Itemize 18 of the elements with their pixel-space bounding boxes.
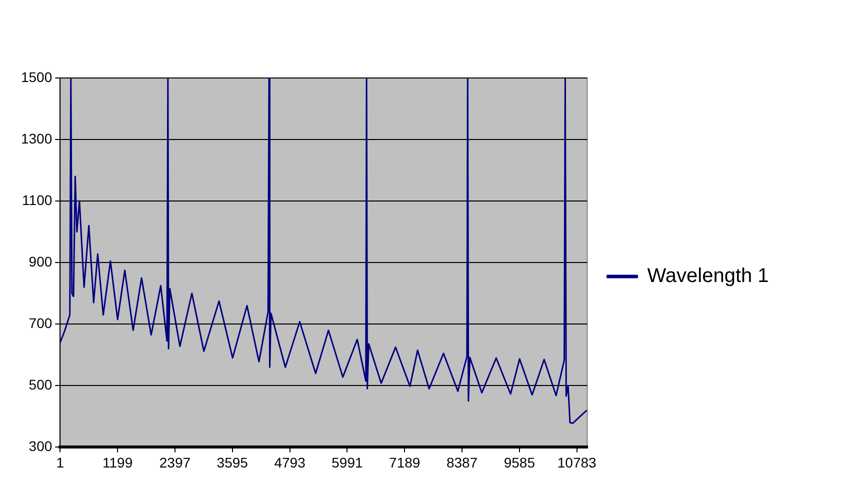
y-tick-label: 300 bbox=[28, 438, 52, 454]
x-tick-label: 10783 bbox=[557, 454, 597, 470]
legend-label: Wavelength 1 bbox=[647, 265, 769, 288]
y-tick-label: 1300 bbox=[20, 130, 52, 146]
y-tick-label: 900 bbox=[28, 253, 52, 270]
x-tick-label: 4793 bbox=[274, 454, 306, 470]
x-tick-label: 2397 bbox=[159, 454, 191, 470]
x-tick-label: 1199 bbox=[102, 454, 133, 470]
x-tick-label: 7189 bbox=[389, 454, 420, 470]
y-tick-label: 1100 bbox=[22, 192, 52, 208]
y-tick-label: 500 bbox=[28, 376, 52, 393]
x-tick-label: 9585 bbox=[504, 454, 536, 470]
x-tick-label: 8387 bbox=[446, 454, 478, 470]
x-tick-label: 3595 bbox=[216, 454, 248, 470]
y-tick-label: 1500 bbox=[20, 68, 52, 85]
x-tick-label: 1 bbox=[56, 454, 64, 470]
x-tick-label: 5991 bbox=[332, 454, 363, 470]
y-tick-label: 700 bbox=[28, 314, 52, 331]
